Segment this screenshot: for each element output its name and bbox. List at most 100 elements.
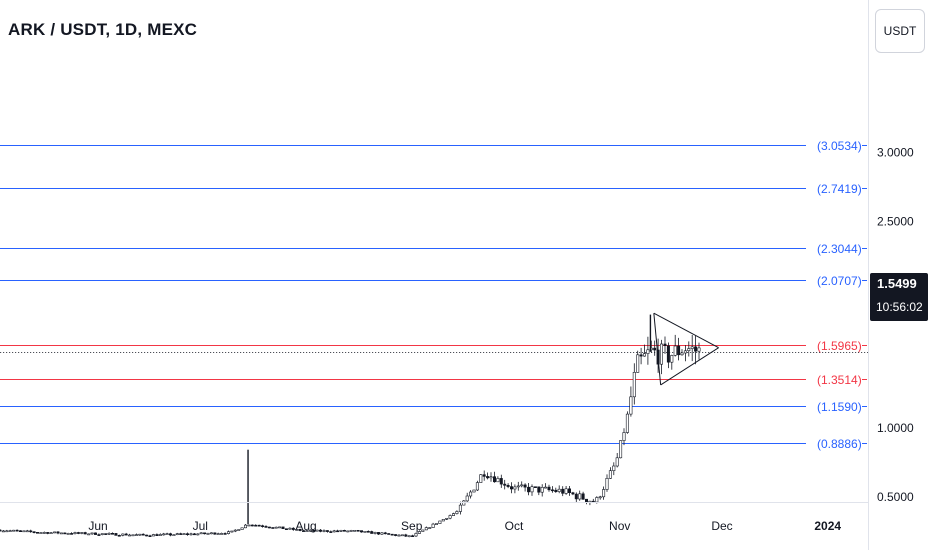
candle-body <box>339 529 343 532</box>
candle-body <box>380 532 384 535</box>
candle-body <box>315 529 319 532</box>
candle-body <box>220 533 224 535</box>
candle-body <box>516 485 520 488</box>
candle-body <box>155 534 159 537</box>
candle-body <box>544 486 548 489</box>
candle-body <box>670 355 674 363</box>
candle-body <box>513 486 517 490</box>
candle-body <box>509 486 513 490</box>
x-tick-label: 2024 <box>814 519 841 533</box>
level-label: (2.7419) <box>817 182 862 196</box>
candle-body <box>653 347 657 351</box>
candle-body <box>448 515 452 519</box>
candle-body <box>680 352 684 356</box>
candle-body <box>90 532 94 535</box>
candle-body <box>359 530 363 533</box>
candle-body <box>441 518 445 522</box>
level-label: (1.1590) <box>817 400 862 414</box>
candle-body <box>694 346 698 352</box>
candle-body <box>22 530 26 533</box>
candle-body <box>186 533 190 536</box>
level-label: (2.0707) <box>817 274 862 288</box>
triangle-upper-line <box>653 312 719 349</box>
candle-body <box>76 532 80 534</box>
candle-body <box>581 493 585 500</box>
candle-body <box>53 531 57 534</box>
candle-body <box>247 524 251 527</box>
candle-body <box>39 532 43 534</box>
candle-body <box>12 529 16 532</box>
candle-body <box>278 526 282 529</box>
candle-body <box>540 486 544 493</box>
candle-body <box>264 526 268 528</box>
candle-body <box>434 523 438 525</box>
candle-body <box>192 533 196 536</box>
candle-body <box>411 535 415 538</box>
candle-body <box>329 531 333 533</box>
candle-body <box>223 533 227 535</box>
candle-body <box>138 533 142 536</box>
candle-body <box>244 524 248 529</box>
candle-body <box>342 529 346 532</box>
candle-body <box>94 532 98 535</box>
candle-body <box>629 396 633 415</box>
candle-body <box>417 531 421 534</box>
candle-body <box>104 533 108 535</box>
level-label: (0.8886) <box>817 437 862 451</box>
candle-body <box>612 465 616 471</box>
y-tick-label: 2.5000 <box>877 214 914 228</box>
candle-body <box>465 495 469 502</box>
candle-body <box>216 533 220 535</box>
candle-body <box>475 482 479 491</box>
candle-body <box>0 529 2 532</box>
level-label: (1.5965) <box>817 339 862 353</box>
candle-body <box>520 484 524 487</box>
candle-body <box>25 530 29 533</box>
candle-body <box>428 527 432 529</box>
candle-body <box>325 530 329 532</box>
candle-body <box>530 486 534 493</box>
candle-body <box>373 532 377 534</box>
candle-body <box>353 529 357 532</box>
candle-body <box>615 457 619 467</box>
candle-body <box>479 474 483 483</box>
candle-body <box>336 530 340 533</box>
candle-body <box>284 528 288 531</box>
candle-body <box>121 533 125 536</box>
candle-body <box>387 533 391 535</box>
candle-body <box>697 347 701 352</box>
candle-body <box>261 525 265 528</box>
candle-body <box>445 517 449 520</box>
candle-body <box>1 530 5 533</box>
candle-body <box>421 529 425 532</box>
candle-body <box>370 531 374 534</box>
candle-body <box>257 524 261 527</box>
candle-body <box>574 493 578 500</box>
candle-body <box>332 530 336 533</box>
currency-button[interactable]: USDT <box>875 9 925 53</box>
candle-body <box>267 526 271 529</box>
candle-body <box>608 470 612 479</box>
candle-body <box>458 504 462 512</box>
candle-body <box>677 345 681 356</box>
bar-countdown: 10:56:02 <box>876 300 923 314</box>
candle-body <box>274 526 278 529</box>
candle-body <box>322 530 326 532</box>
candle-body <box>363 530 367 533</box>
x-tick-label: Dec <box>711 519 732 533</box>
candle-body <box>271 527 275 529</box>
candle-body <box>639 354 643 357</box>
candle-body <box>366 530 370 533</box>
candle-body <box>438 520 442 524</box>
candle-body <box>169 533 173 536</box>
candle-body <box>5 530 9 533</box>
last-price-value: 1.5499 <box>877 276 917 291</box>
candle-body <box>162 533 166 536</box>
candle-body <box>281 526 285 530</box>
candle-body <box>503 483 507 486</box>
candle-body <box>397 534 401 537</box>
candle-body <box>32 531 36 534</box>
candle-body <box>250 524 254 527</box>
